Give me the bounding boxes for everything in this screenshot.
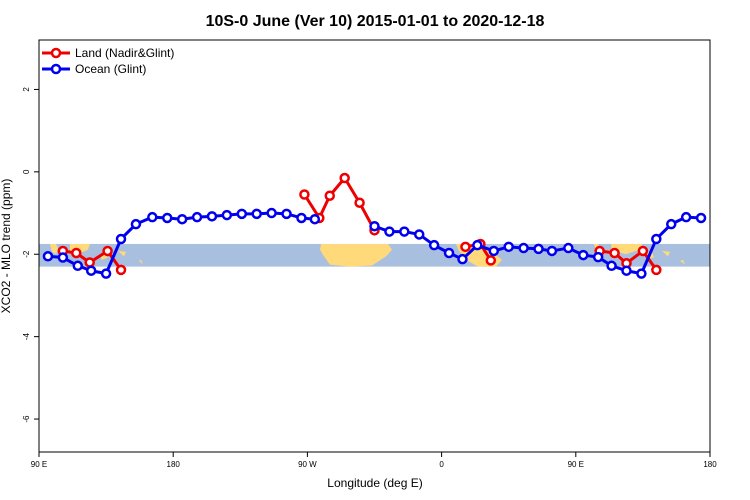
- data-point-ocean: [251, 208, 262, 220]
- y-axis: 2 0 -2 -4 -6: [22, 87, 39, 423]
- data-point-ocean: [72, 260, 84, 272]
- map-land-5: [320, 243, 392, 267]
- data-point-land: [609, 247, 620, 259]
- data-point-ocean: [443, 247, 455, 259]
- series-layer: [42, 172, 707, 279]
- data-point-ocean: [563, 242, 574, 254]
- data-point-ocean: [695, 212, 707, 224]
- data-point-land: [651, 264, 662, 276]
- x-tick-label: 90 W: [298, 460, 317, 469]
- data-point-ocean: [488, 245, 500, 257]
- y-tick-label: 2: [22, 87, 31, 92]
- data-point-ocean: [266, 207, 277, 219]
- data-point-land: [460, 241, 471, 253]
- data-point-ocean: [399, 226, 410, 237]
- data-point-ocean: [296, 212, 307, 224]
- legend-marker-land: [50, 47, 62, 59]
- data-point-land: [339, 172, 350, 184]
- data-point-ocean: [428, 239, 440, 251]
- data-point-land: [115, 264, 127, 276]
- data-point-land: [71, 247, 82, 259]
- data-point-ocean: [236, 208, 248, 220]
- x-tick-label: 90 E: [31, 460, 47, 469]
- data-point-ocean: [518, 242, 529, 254]
- map-land-11: [680, 259, 685, 265]
- map-land-3: [118, 250, 126, 257]
- data-point-land: [324, 190, 336, 201]
- data-point-ocean: [621, 265, 632, 276]
- data-point-ocean: [369, 220, 380, 232]
- data-point-ocean: [191, 211, 203, 223]
- data-point-ocean: [115, 233, 127, 245]
- y-axis-label: XCO2 - MLO trend (ppm): [0, 179, 13, 314]
- data-point-ocean: [221, 209, 233, 221]
- data-point-ocean: [503, 241, 514, 253]
- data-point-ocean: [413, 229, 425, 240]
- data-point-ocean: [176, 213, 188, 225]
- data-point-ocean: [309, 213, 321, 225]
- legend-label-ocean: Ocean (Glint): [75, 62, 146, 76]
- x-axis: 90 E 180 90 W 0 90 E 180: [31, 452, 717, 469]
- x-axis-label: Longitude (deg E): [327, 476, 422, 490]
- plot-frame: [38, 39, 711, 453]
- legend: Land (Nadir&Glint) Ocean (Glint): [42, 46, 174, 76]
- data-point-land: [485, 255, 497, 266]
- data-point-ocean: [533, 243, 544, 255]
- data-point-ocean: [206, 211, 218, 222]
- data-point-land: [354, 197, 365, 208]
- data-point-ocean: [546, 245, 558, 257]
- data-point-ocean: [578, 249, 589, 261]
- data-point-ocean: [457, 253, 468, 265]
- x-tick-label: 0: [439, 460, 444, 469]
- data-point-ocean: [651, 233, 662, 245]
- data-point-ocean: [384, 226, 395, 237]
- data-point-land: [102, 245, 113, 257]
- y-tick-label: -2: [22, 250, 31, 258]
- data-point-ocean: [680, 211, 692, 223]
- map-land-10: [662, 250, 670, 257]
- legend-label-land: Land (Nadir&Glint): [75, 46, 174, 60]
- data-point-ocean: [592, 251, 604, 263]
- data-point-land: [84, 257, 95, 268]
- legend-marker-ocean: [50, 63, 62, 75]
- data-point-ocean: [606, 260, 617, 272]
- map-land-0: [50, 243, 58, 255]
- data-point-ocean: [130, 218, 142, 230]
- data-point-ocean: [100, 268, 112, 279]
- data-point-land: [637, 245, 649, 257]
- data-point-ocean: [472, 239, 483, 251]
- chart-title: 10S-0 June (Ver 10) 2015-01-01 to 2020-1…: [206, 13, 545, 30]
- x-tick-label: 90 E: [568, 460, 584, 469]
- data-point-ocean: [665, 218, 677, 230]
- data-point-ocean: [161, 212, 173, 224]
- y-tick-label: 0: [22, 169, 31, 174]
- data-point-ocean: [636, 268, 647, 279]
- data-point-ocean: [281, 208, 292, 220]
- data-point-land: [299, 189, 310, 200]
- data-point-ocean: [147, 211, 158, 223]
- data-point-ocean: [42, 251, 54, 262]
- map-land-4: [139, 259, 143, 265]
- x-tick-label: 180: [703, 460, 717, 469]
- data-point-ocean: [57, 252, 69, 263]
- y-tick-label: -6: [22, 415, 31, 423]
- x-tick-label: 180: [167, 460, 181, 469]
- y-tick-label: -4: [22, 333, 31, 341]
- data-point-ocean: [85, 265, 97, 276]
